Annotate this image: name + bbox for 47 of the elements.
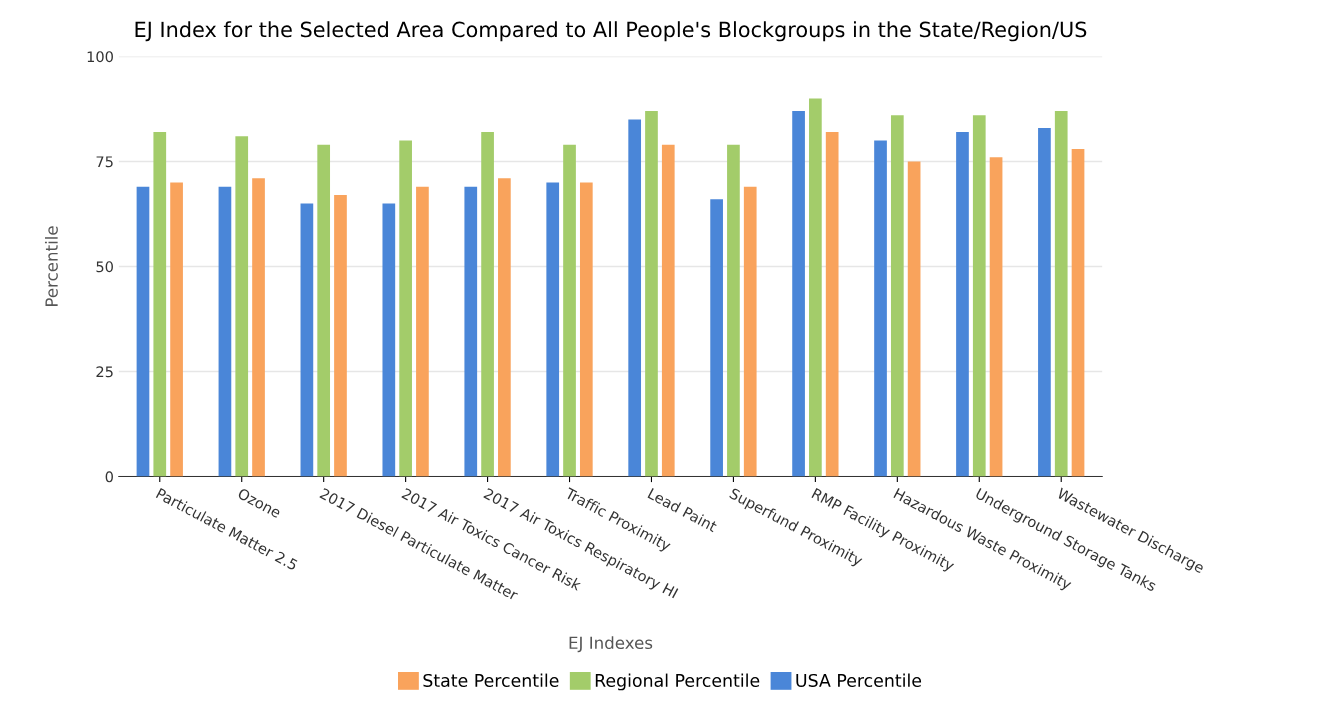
bar (563, 144, 576, 477)
bar (153, 132, 167, 477)
bar (481, 132, 494, 477)
legend-label: Regional Percentile (595, 673, 760, 691)
y-tick-label: 50 (96, 261, 113, 273)
bar (252, 178, 265, 477)
bar (170, 182, 183, 477)
bar (890, 115, 904, 477)
bar (989, 157, 1003, 477)
bar (661, 144, 675, 477)
bar (645, 111, 658, 477)
y-tick-label: 0 (105, 471, 113, 483)
bar (874, 140, 887, 477)
bar (907, 161, 921, 477)
bar (416, 186, 429, 477)
bar (579, 182, 593, 477)
bar (743, 186, 757, 477)
bar (382, 203, 396, 477)
bar (825, 132, 839, 477)
bar (727, 144, 740, 477)
bar (317, 144, 331, 477)
bar (710, 199, 723, 477)
bar (546, 182, 560, 477)
bar (628, 119, 642, 477)
bar (809, 98, 822, 477)
y-axis-title: Percentile (44, 226, 58, 306)
bar (464, 186, 478, 477)
bar (1054, 111, 1068, 477)
bar (235, 136, 249, 477)
bar (1071, 148, 1085, 477)
legend-label: State Percentile (423, 673, 559, 688)
bar (218, 186, 232, 477)
bar (399, 140, 412, 477)
bar (1038, 127, 1051, 477)
bar (956, 132, 969, 477)
bar (972, 115, 986, 477)
bar (498, 178, 511, 477)
y-tick-label: 75 (96, 156, 113, 168)
bar (136, 186, 150, 477)
x-axis-title: EJ Indexes (569, 636, 653, 653)
legend-label: USA Percentile (796, 673, 922, 688)
bar (792, 111, 805, 477)
bar (334, 195, 347, 477)
y-tick-label: 100 (87, 51, 113, 63)
bar (300, 203, 314, 477)
chart-title: EJ Index for the Selected Area Compared to All People's Blockgroups in the State/Region/US (135, 21, 1087, 42)
y-tick-label: 25 (96, 366, 113, 378)
